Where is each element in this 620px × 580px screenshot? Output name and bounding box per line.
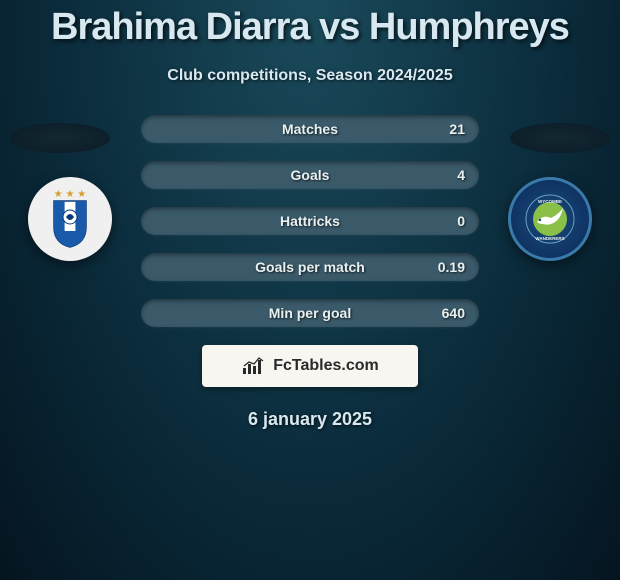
stat-row-goals: Goals 4 [141, 161, 479, 189]
stat-row-matches: Matches 21 [141, 115, 479, 143]
stats-list: Matches 21 Goals 4 Hattricks 0 Goals per… [141, 115, 479, 327]
stat-row-goals-per-match: Goals per match 0.19 [141, 253, 479, 281]
player-left-photo-placeholder [10, 123, 110, 153]
player-right-photo-placeholder [510, 123, 610, 153]
brand-label: FcTables.com [273, 357, 379, 375]
stat-value: 640 [442, 305, 465, 321]
stat-label: Min per goal [269, 305, 351, 321]
page-title: Brahima Diarra vs Humphreys [0, 0, 620, 49]
svg-text:★ ★ ★: ★ ★ ★ [54, 189, 86, 200]
subtitle: Club competitions, Season 2024/2025 [0, 67, 620, 85]
svg-text:WYCOMBE: WYCOMBE [538, 199, 562, 204]
bar-chart-icon [241, 356, 267, 376]
stat-label: Goals [291, 167, 330, 183]
stat-row-min-per-goal: Min per goal 640 [141, 299, 479, 327]
stat-value: 4 [457, 167, 465, 183]
stat-value: 0.19 [438, 259, 465, 275]
huddersfield-crest-icon: ★ ★ ★ [38, 187, 102, 251]
stat-label: Matches [282, 121, 338, 137]
stat-label: Goals per match [255, 259, 365, 275]
brand-box[interactable]: FcTables.com [202, 345, 418, 387]
stat-value: 21 [449, 121, 465, 137]
svg-text:WANDERERS: WANDERERS [535, 236, 564, 241]
stat-row-hattricks: Hattricks 0 [141, 207, 479, 235]
date-label: 6 january 2025 [0, 409, 620, 430]
club-badge-right: WYCOMBE WANDERERS [508, 177, 592, 261]
wycombe-crest-icon: WYCOMBE WANDERERS [525, 194, 575, 244]
stat-value: 0 [457, 213, 465, 229]
comparison-panel: ★ ★ ★ WYCOMBE WANDERERS Matches 21 [0, 115, 620, 430]
stat-label: Hattricks [280, 213, 340, 229]
club-badge-left: ★ ★ ★ [28, 177, 112, 261]
